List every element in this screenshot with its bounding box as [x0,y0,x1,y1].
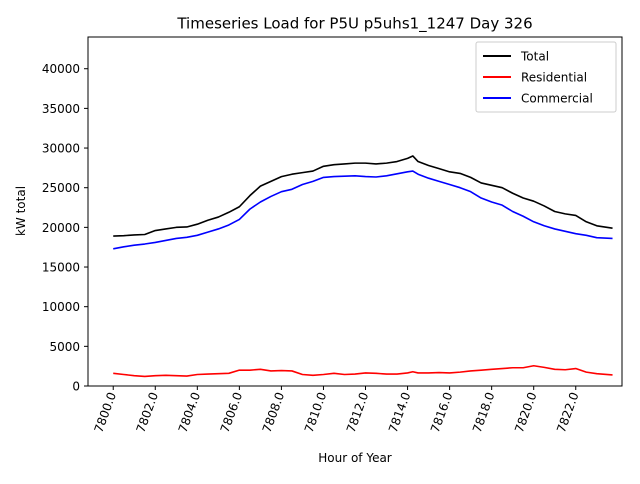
plot-area [113,155,613,378]
legend-box [475,41,617,113]
series-line-commercial [113,170,613,250]
chart-title: Timeseries Load for P5U p5uhs1_1247 Day … [176,15,532,34]
y-tick-label: 10000 [42,300,80,314]
legend-entry: Residential [521,71,587,85]
series-line-residential [113,364,613,378]
legend: Total Residential Commercial [475,41,617,113]
y-tick-label: 15000 [42,261,80,275]
y-tick-label: 35000 [42,102,80,116]
y-tick-label: 30000 [42,142,80,156]
y-tick-label: 25000 [42,181,80,195]
y-tick-label: 0 [72,380,80,394]
plot-frame [87,36,623,387]
y-tick-label: 20000 [42,221,80,235]
y-tick-label: 5000 [49,340,80,354]
y-tick-label: 40000 [42,62,80,76]
series-line-total [113,155,613,237]
y-axis: 0 5000 10000 15000 20000 25000 30000 35000 40000 [42,62,88,394]
y-axis-label: kW total [14,186,28,236]
x-axis-label: Hour of Year [318,451,392,465]
legend-entry: Total [520,50,549,64]
legend-entry: Commercial [521,92,593,106]
